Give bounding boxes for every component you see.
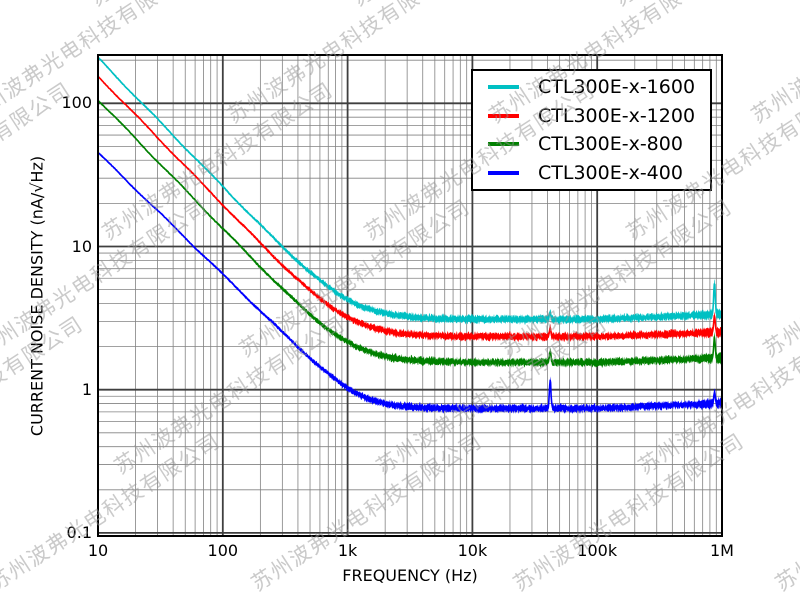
series-line-CTL300E-x-800 (98, 99, 722, 365)
x-tick-label-1k: 1k (337, 541, 358, 560)
y-axis-label: CURRENT NOISE DENSITY (nA/√Hz) (27, 155, 47, 437)
y-tick-label-1: 1 (81, 379, 92, 399)
series-curves (98, 56, 722, 414)
y-tick-label-100: 100 (61, 93, 92, 113)
legend-label: CTL300E-x-400 (538, 161, 683, 184)
series-band-CTL300E-x-400 (98, 151, 722, 414)
legend-item-CTL300E-x-400: CTL300E-x-400 (488, 159, 710, 187)
legend-line-swatch (488, 85, 519, 90)
x-tick-label-10: 10 (87, 541, 109, 560)
legend-line-swatch (488, 113, 519, 118)
legend-line-swatch (488, 142, 519, 147)
legend-label: CTL300E-x-800 (538, 133, 683, 156)
legend: CTL300E-x-1600 CTL300E-x-1200 CTL300E-x-80… (471, 69, 712, 191)
series-line-CTL300E-x-1200 (98, 75, 722, 339)
legend-line-swatch (488, 170, 519, 175)
series-line-CTL300E-x-400 (98, 152, 722, 411)
x-tick-label-100k: 100k (577, 541, 618, 560)
series-line-CTL300E-x-1600 (98, 56, 722, 322)
legend-item-CTL300E-x-1200: CTL300E-x-1200 (488, 102, 710, 130)
x-tick-label-1M: 1M (710, 541, 734, 560)
x-axis-label: FREQUENCY (Hz) (342, 566, 478, 585)
y-tick-label-0.1: 0.1 (66, 522, 92, 542)
legend-item-CTL300E-x-1600: CTL300E-x-1600 (488, 73, 710, 101)
x-tick-label-10k: 10k (457, 541, 488, 560)
plot-frame (97, 54, 723, 537)
x-tick-label-100: 100 (207, 541, 239, 560)
legend-item-CTL300E-x-800: CTL300E-x-800 (488, 130, 710, 158)
legend-label: CTL300E-x-1200 (538, 104, 696, 127)
grid-minor (98, 55, 722, 536)
y-tick-label-10: 10 (71, 236, 92, 256)
legend-label: CTL300E-x-1600 (538, 76, 696, 99)
